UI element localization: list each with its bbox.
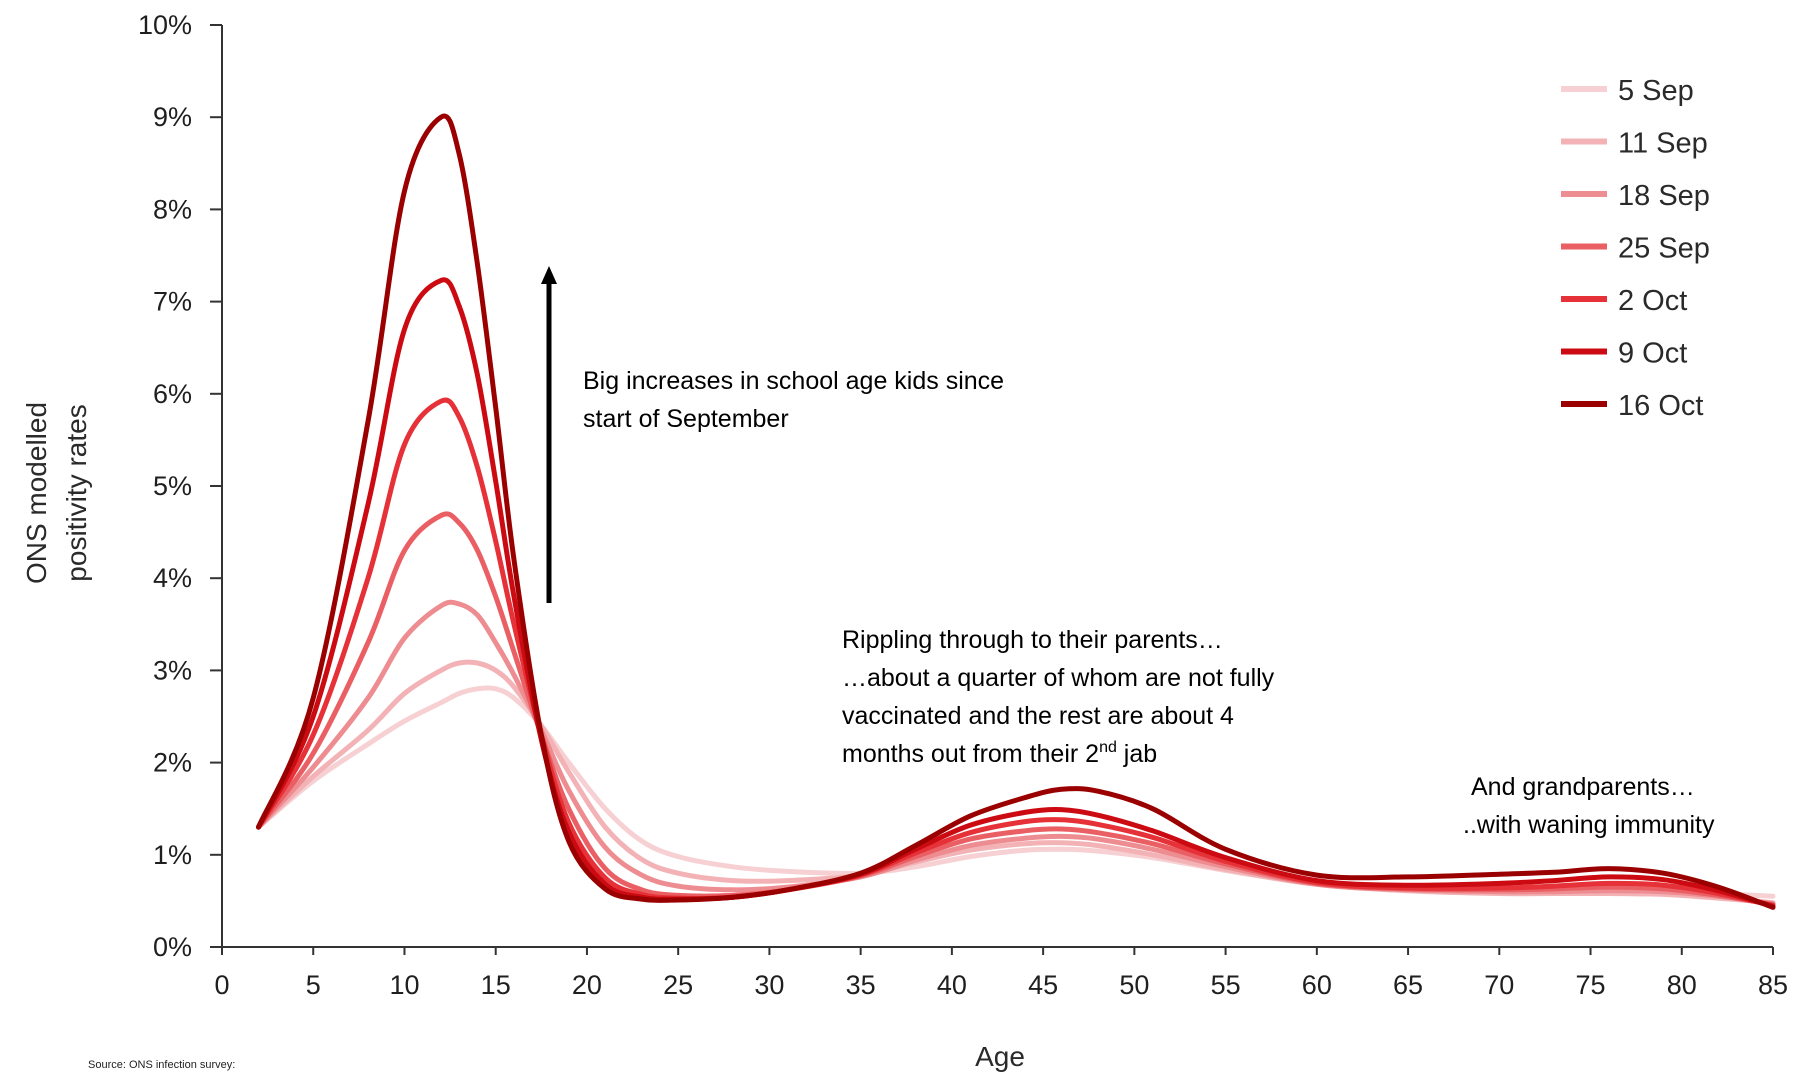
x-tick-label: 40 [937,970,967,1000]
y-tick-label: 0% [153,932,192,962]
y-axis-title-line1: ONS modelled [21,402,52,584]
legend-label: 5 Sep [1618,75,1694,107]
increase-arrow-head [541,266,557,284]
x-tick-label: 5 [306,970,321,1000]
annotation-parents-line2: …about a quarter of whom are not fully [842,664,1275,692]
y-tick-label: 9% [153,102,192,132]
annotation-parents-line3: vaccinated and the rest are about 4 [842,702,1234,730]
x-tick-label: 55 [1211,970,1241,1000]
annotation-parents-line4: months out from their 2nd jab [842,739,1157,768]
x-tick-label: 35 [846,970,876,1000]
annotation-parents-line4-a: months out from their 2 [842,740,1099,768]
y-tick-label: 4% [153,563,192,593]
y-tick-label: 8% [153,194,192,224]
x-tick-label: 20 [572,970,602,1000]
annotation-parents-line4-sup: nd [1099,739,1117,756]
x-tick-label: 70 [1484,970,1514,1000]
legend-label: 18 Sep [1618,180,1710,212]
annotation-grandparents-line2: ..with waning immunity [1463,811,1715,839]
y-tick-label: 7% [153,287,192,317]
annotation-parents-line1: Rippling through to their parents… [842,626,1223,654]
source-note: Source: ONS infection survey: [88,1059,235,1071]
x-axis-title: Age [975,1041,1025,1072]
legend-label: 9 Oct [1618,338,1687,370]
y-tick-label: 2% [153,748,192,778]
y-tick-label: 1% [153,840,192,870]
x-tick-label: 80 [1667,970,1697,1000]
x-tick-label: 30 [754,970,784,1000]
y-axis-title-line2: positivity rates [61,404,92,581]
y-tick-label: 5% [153,471,192,501]
x-tick-label: 85 [1758,970,1788,1000]
x-tick-label: 15 [481,970,511,1000]
series-line-16-oct [256,113,1776,910]
y-tick-label: 10% [138,10,192,40]
x-tick-label: 25 [663,970,693,1000]
x-tick-label: 50 [1119,970,1149,1000]
x-tick-label: 75 [1576,970,1606,1000]
legend-label: 2 Oct [1618,285,1687,317]
x-tick-label: 65 [1393,970,1423,1000]
annotations: Big increases in school age kids since s… [541,266,1715,839]
legend-label: 11 Sep [1618,128,1708,160]
annotation-school-line1: Big increases in school age kids since [583,367,1004,395]
x-tick-label: 0 [214,970,229,1000]
axes: 0% 1% 2% 3% 4% 5% 6% 7% 8% 9% 10% 0 5 10 15 20 25 30 35 40 4… [21,10,1788,1072]
legend: 5 Sep 11 Sep 18 Sep 25 Sep 2 Oct 9 Oct 16 Oct [1561,75,1710,422]
annotation-parents-line4-b: jab [1117,740,1157,768]
legend-label: 16 Oct [1618,390,1703,422]
annotation-school-line2: start of September [583,405,789,433]
y-tick-label: 3% [153,655,192,685]
x-tick-label: 60 [1302,970,1332,1000]
series-lines [256,113,1776,910]
y-tick-label: 6% [153,379,192,409]
x-tick-label: 45 [1028,970,1058,1000]
x-tick-label: 10 [389,970,419,1000]
annotation-grandparents-line1: And grandparents… [1471,773,1695,801]
legend-label: 25 Sep [1618,233,1710,265]
